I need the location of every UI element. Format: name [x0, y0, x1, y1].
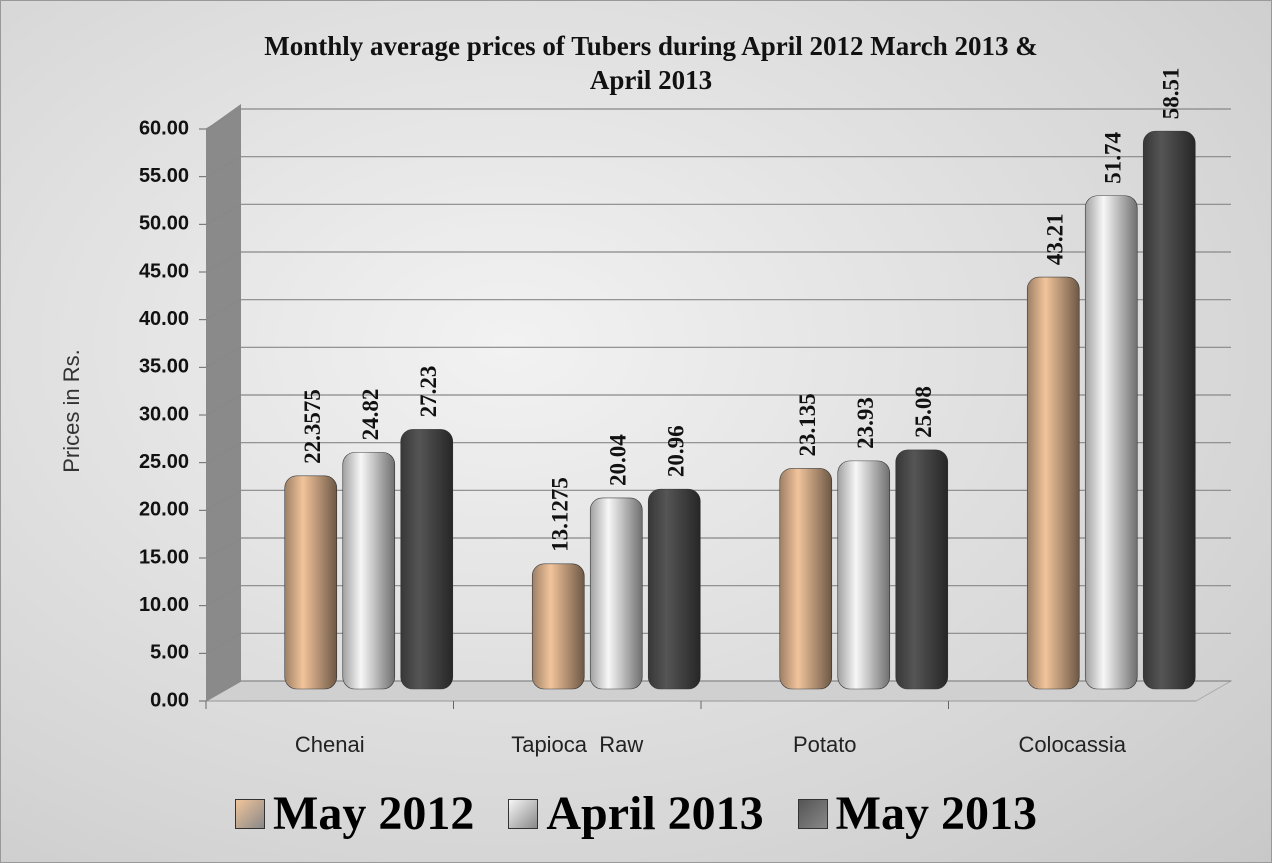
bar-shade — [648, 489, 701, 689]
legend-item: May 2012 — [235, 786, 474, 841]
legend-swatch — [235, 798, 266, 829]
grid-line — [205, 442, 1231, 464]
value-label: 20.04 — [606, 434, 631, 486]
y-tick-label: 10.00 — [139, 594, 189, 616]
y-tick-label: 30.00 — [139, 403, 189, 425]
y-tick-label: 20.00 — [139, 499, 189, 521]
x-tick-label: Chenai — [295, 732, 365, 757]
y-tick-label: 0.00 — [150, 689, 189, 711]
bar-shade — [342, 452, 395, 689]
legend-label: April 2013 — [546, 787, 764, 840]
bar-shade — [1027, 277, 1080, 689]
value-label: 51.74 — [1101, 131, 1126, 183]
y-tick-label: 60.00 — [139, 117, 189, 139]
value-label: 23.135 — [795, 393, 820, 456]
bar-shade — [590, 497, 643, 689]
chart-title: Monthly average prices of Tubers during … — [264, 31, 1038, 95]
legend-swatch — [508, 798, 539, 829]
y-tick-label: 15.00 — [139, 546, 189, 568]
x-tick-label: Potato — [793, 732, 857, 757]
value-label: 27.23 — [416, 366, 441, 418]
y-tick-label: 35.00 — [139, 356, 189, 378]
legend: May 2012 April 2013 May 2013 — [1, 786, 1271, 841]
legend-item: May 2013 — [797, 786, 1037, 841]
x-tick-label: Colocassia — [1018, 732, 1126, 757]
grid-line — [205, 156, 1231, 178]
bar-shade — [837, 460, 890, 689]
side-wall — [206, 104, 241, 701]
bar-shade — [1085, 195, 1138, 689]
y-tick-label: 55.00 — [139, 165, 189, 187]
grid-line — [205, 108, 1231, 130]
grid-line — [205, 203, 1231, 225]
y-axis-label: Prices in Rs. — [59, 349, 84, 472]
y-tick-label: 40.00 — [139, 308, 189, 330]
y-tick-label: 25.00 — [139, 451, 189, 473]
grid-line — [205, 251, 1231, 273]
value-label: 58.51 — [1159, 67, 1184, 119]
value-label: 23.93 — [853, 397, 878, 449]
bar-shade — [284, 475, 337, 689]
grid-line — [205, 346, 1231, 368]
grid-line — [205, 394, 1231, 416]
value-label: 25.08 — [911, 386, 936, 438]
bar-shade — [895, 449, 948, 689]
value-label: 43.21 — [1043, 213, 1068, 265]
bar-shade — [779, 468, 832, 689]
bar-shade — [400, 429, 453, 689]
legend-swatch — [797, 798, 828, 829]
grid-line — [205, 299, 1231, 321]
legend-label: May 2012 — [273, 787, 475, 840]
bar-shade — [532, 563, 585, 689]
y-tick-label: 45.00 — [139, 260, 189, 282]
x-tick-label: Tapioca Raw — [511, 732, 643, 757]
legend-item: April 2013 — [508, 786, 764, 841]
value-label: 13.1275 — [548, 477, 573, 552]
value-label: 20.96 — [664, 425, 689, 477]
value-label: 24.82 — [358, 389, 383, 441]
bar-shade — [1143, 131, 1196, 690]
legend-label: May 2013 — [835, 787, 1037, 840]
y-tick-label: 50.00 — [139, 213, 189, 235]
value-label: 22.3575 — [300, 389, 325, 464]
y-tick-label: 5.00 — [150, 642, 189, 664]
